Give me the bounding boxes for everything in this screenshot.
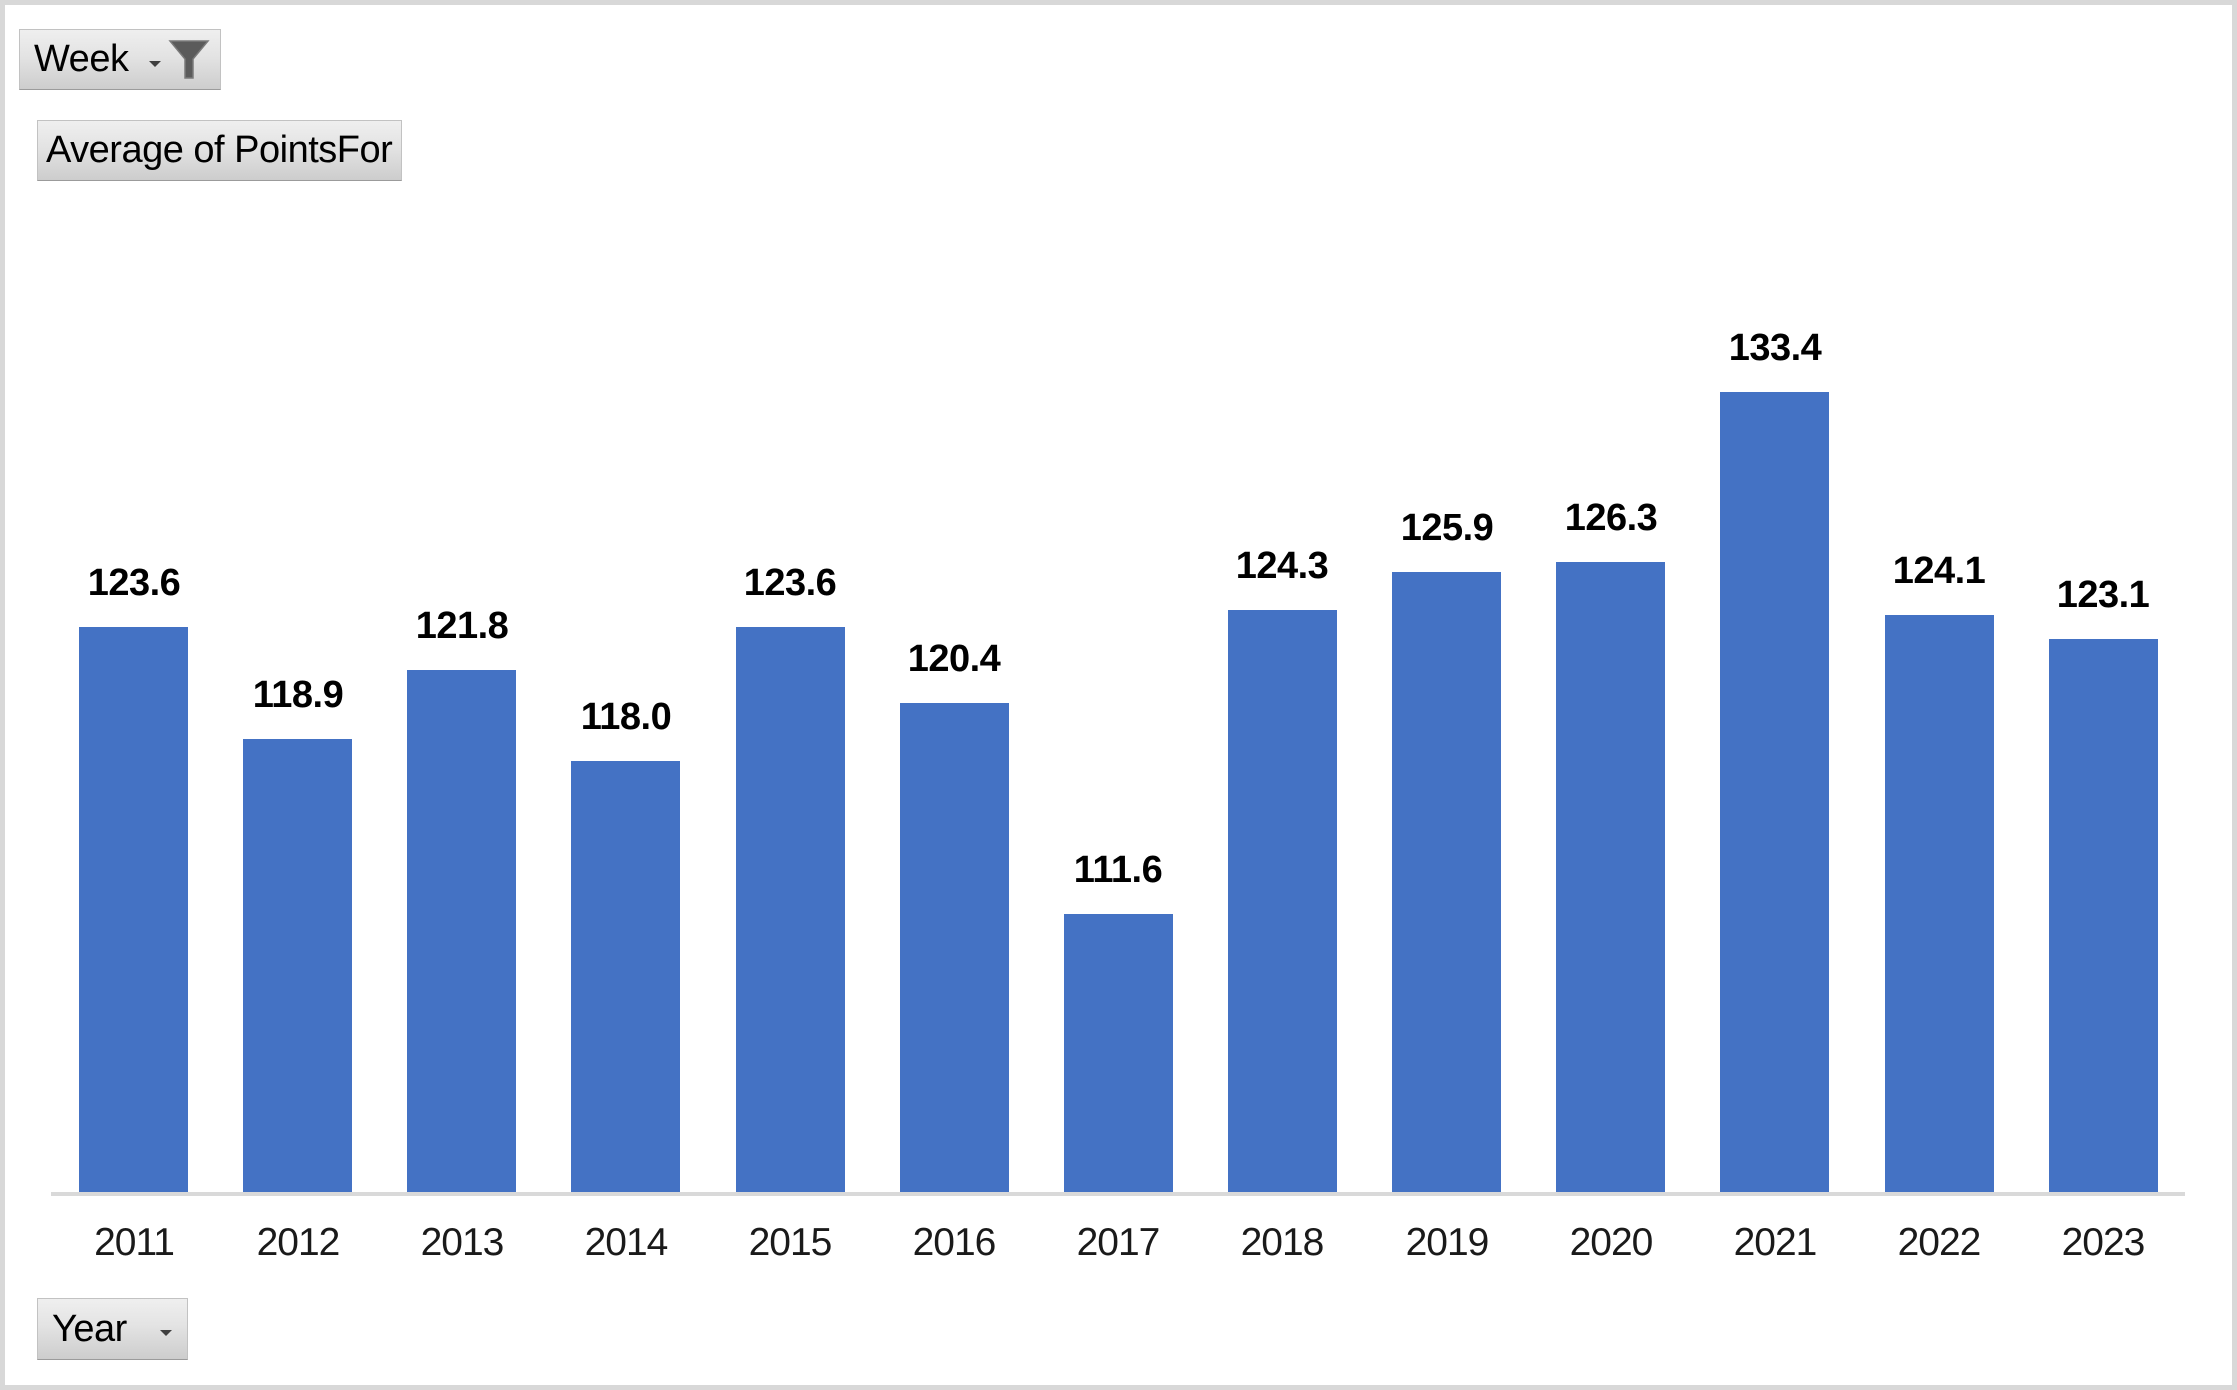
axis-field-button-year[interactable]: Year — [37, 1298, 188, 1360]
category-label-2016: 2016 — [912, 1221, 997, 1264]
data-label-2014: 118.0 — [580, 696, 672, 738]
axis-field-label: Year — [52, 1307, 127, 1350]
filter-field-label: Week — [34, 38, 129, 80]
filter-field-button-week[interactable]: Week — [19, 29, 221, 90]
bar-2018[interactable] — [1228, 610, 1337, 1192]
category-label-2021: 2021 — [1733, 1221, 1818, 1264]
data-label-2018: 124.3 — [1235, 545, 1329, 587]
category-label-2020: 2020 — [1569, 1221, 1654, 1264]
filter-funnel-icon — [168, 39, 210, 79]
category-label-2013: 2013 — [420, 1221, 505, 1264]
category-label-2022: 2022 — [1897, 1221, 1982, 1264]
data-label-2011: 123.6 — [87, 562, 181, 604]
bar-2012[interactable] — [243, 739, 352, 1192]
category-label-2017: 2017 — [1076, 1221, 1161, 1264]
data-label-2020: 126.3 — [1564, 497, 1658, 539]
category-label-2019: 2019 — [1405, 1221, 1490, 1264]
chevron-down-icon — [149, 60, 161, 67]
bar-2013[interactable] — [407, 670, 516, 1192]
value-field-button[interactable]: Average of PointsFor — [37, 120, 402, 181]
data-label-2012: 118.9 — [252, 674, 344, 716]
data-label-2016: 120.4 — [907, 638, 1001, 680]
bar-2011[interactable] — [79, 627, 188, 1192]
bar-2017[interactable] — [1064, 914, 1173, 1192]
data-label-2021: 133.4 — [1728, 327, 1822, 369]
value-field-label: Average of PointsFor — [46, 129, 393, 171]
chevron-down-icon — [160, 1330, 172, 1336]
plot-area: 123.6 2011 118.9 2012 121.8 2013 118.0 2014 123.… — [5, 5, 2232, 1385]
category-label-2023: 2023 — [2061, 1221, 2146, 1264]
data-label-2023: 123.1 — [2056, 574, 2150, 616]
bar-2021[interactable] — [1720, 392, 1829, 1192]
data-label-2022: 124.1 — [1892, 550, 1986, 592]
bar-2015[interactable] — [736, 627, 845, 1192]
data-label-2013: 121.8 — [415, 605, 509, 647]
x-axis-line — [51, 1192, 2185, 1196]
data-label-2019: 125.9 — [1400, 507, 1494, 549]
bar-2019[interactable] — [1392, 572, 1501, 1192]
category-label-2012: 2012 — [256, 1221, 341, 1264]
bar-2020[interactable] — [1556, 562, 1665, 1192]
data-label-2017: 111.6 — [1073, 849, 1163, 891]
category-label-2015: 2015 — [748, 1221, 833, 1264]
category-label-2018: 2018 — [1240, 1221, 1325, 1264]
category-label-2014: 2014 — [584, 1221, 669, 1264]
bar-2023[interactable] — [2049, 639, 2158, 1192]
bar-2014[interactable] — [571, 761, 680, 1192]
bar-2022[interactable] — [1885, 615, 1994, 1192]
bar-2016[interactable] — [900, 703, 1009, 1192]
data-label-2015: 123.6 — [743, 562, 837, 604]
category-label-2011: 2011 — [94, 1221, 175, 1264]
